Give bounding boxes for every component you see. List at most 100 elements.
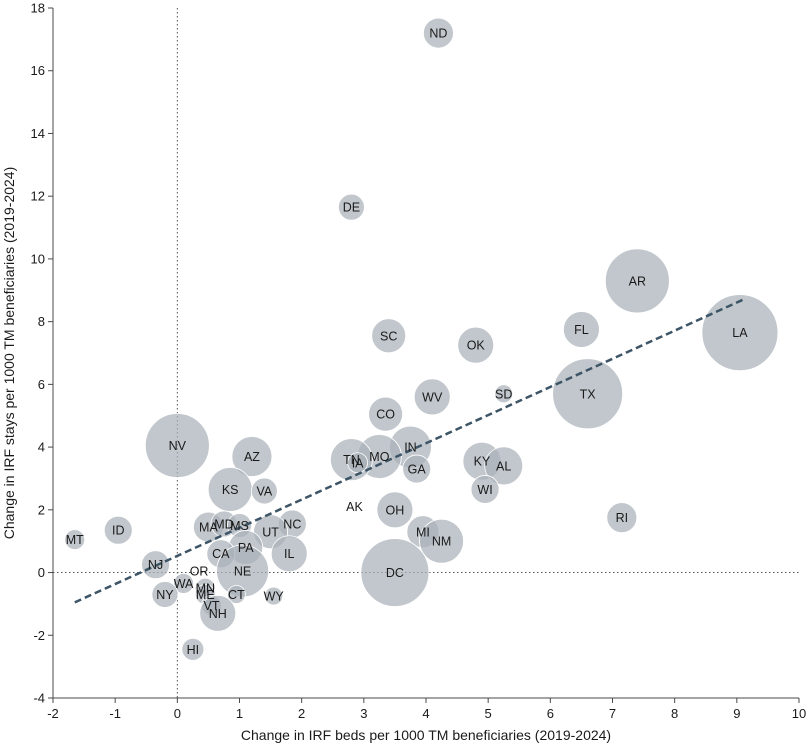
label-vt: VT	[204, 599, 220, 613]
label-co: CO	[376, 408, 395, 422]
x-tick-label: 7	[609, 706, 616, 721]
y-tick-label: 8	[38, 314, 45, 329]
bubble-nm	[419, 518, 464, 564]
bubble-oh	[376, 491, 414, 529]
label-ri: RI	[616, 511, 629, 525]
trend-line	[74, 298, 744, 604]
x-axis-title: Change in IRF beds per 1000 TM beneficia…	[241, 727, 611, 743]
bubble-ny	[151, 581, 179, 608]
bubble-wy	[264, 586, 284, 606]
label-de: DE	[343, 201, 360, 215]
label-va: VA	[256, 485, 272, 499]
label-sd: SD	[495, 387, 512, 401]
label-az: AZ	[244, 450, 260, 464]
label-mo: MO	[369, 450, 389, 464]
label-hi: HI	[187, 643, 200, 657]
y-axis-title: Change in IRF stays per 1000 TM benefici…	[1, 167, 17, 540]
x-tick-label: 9	[733, 706, 740, 721]
bubble-mt	[64, 529, 86, 551]
label-wy: WY	[264, 590, 285, 604]
y-tick-label: -2	[33, 628, 45, 643]
bubble-az	[231, 436, 273, 477]
label-tn: TN	[343, 453, 360, 467]
bubble-nv	[144, 413, 210, 478]
x-axis-ticks: -2 -1 0 1 2 3 4 5 6 7 8 9 10	[47, 698, 806, 721]
bubble-de	[337, 193, 365, 221]
bubble-sd	[494, 384, 514, 404]
label-nj: NJ	[148, 558, 163, 572]
x-tick-label: 8	[671, 706, 678, 721]
bubble-il	[270, 535, 308, 573]
bubble-layer	[64, 17, 779, 661]
bubble-va	[250, 477, 278, 505]
label-me: ME	[196, 588, 215, 602]
bubble-wi	[470, 475, 500, 504]
label-ak: AK	[346, 500, 363, 514]
label-wv: WV	[422, 390, 443, 404]
label-mn: MN	[196, 582, 215, 596]
bubble-hi	[181, 637, 205, 661]
y-tick-label: 4	[38, 440, 45, 455]
label-nv: NV	[169, 439, 187, 453]
y-tick-label: 16	[31, 63, 45, 78]
label-ne: NE	[234, 564, 251, 578]
label-ar: AR	[629, 274, 646, 288]
trend-line-layer	[74, 298, 744, 604]
label-ct: CT	[228, 588, 245, 602]
label-ok: OK	[467, 339, 486, 353]
label-md: MD	[214, 517, 233, 531]
label-dc: DC	[386, 566, 404, 580]
x-tick-label: 1	[236, 706, 243, 721]
label-al: AL	[496, 459, 511, 473]
bubble-sc	[371, 318, 407, 354]
label-ky: KY	[474, 455, 491, 469]
y-tick-label: 6	[38, 377, 45, 392]
label-wi: WI	[477, 483, 492, 497]
label-la: LA	[732, 326, 748, 340]
label-sc: SC	[380, 329, 397, 343]
x-tick-label: 0	[174, 706, 181, 721]
y-tick-label: 18	[31, 1, 45, 16]
x-tick-label: 4	[422, 706, 429, 721]
x-tick-label: 3	[360, 706, 367, 721]
label-pa: PA	[238, 541, 254, 555]
label-ms: MS	[230, 519, 249, 533]
bubble-fl	[563, 311, 600, 348]
y-tick-label: 14	[31, 126, 45, 141]
label-fl: FL	[574, 323, 589, 337]
bubble-ok	[457, 326, 495, 364]
bubble-co	[368, 396, 403, 432]
bubble-ga	[402, 454, 432, 484]
label-nc: NC	[283, 517, 301, 531]
label-ks: KS	[222, 483, 239, 497]
label-mi: MI	[416, 525, 430, 539]
bubble-la	[701, 294, 779, 372]
y-axis-ticks: -4 -2 0 2 4 6 8 10 12 14 16 18	[31, 1, 53, 706]
bubble-ia	[347, 452, 369, 474]
bubble-wa	[173, 573, 194, 594]
label-mt: MT	[66, 533, 84, 547]
x-tick-label: 2	[298, 706, 305, 721]
bubble-ri	[606, 502, 638, 534]
y-tick-label: -4	[33, 691, 45, 706]
label-ny: NY	[156, 588, 174, 602]
label-tx: TX	[580, 387, 597, 401]
y-tick-label: 10	[31, 251, 45, 266]
y-tick-label: 12	[31, 189, 45, 204]
label-ca: CA	[212, 547, 230, 561]
bubble-dc	[360, 538, 430, 607]
bubble-wv	[413, 378, 451, 416]
label-oh: OH	[386, 503, 405, 517]
label-nm: NM	[432, 535, 451, 549]
x-tick-label: 5	[485, 706, 492, 721]
bubble-tx	[552, 358, 624, 430]
bubble-ct	[226, 585, 246, 604]
bubble-al	[484, 446, 524, 486]
x-tick-label: 10	[792, 706, 806, 721]
label-nh: NH	[209, 607, 227, 621]
label-ia: IA	[352, 456, 364, 470]
label-ga: GA	[408, 463, 427, 477]
